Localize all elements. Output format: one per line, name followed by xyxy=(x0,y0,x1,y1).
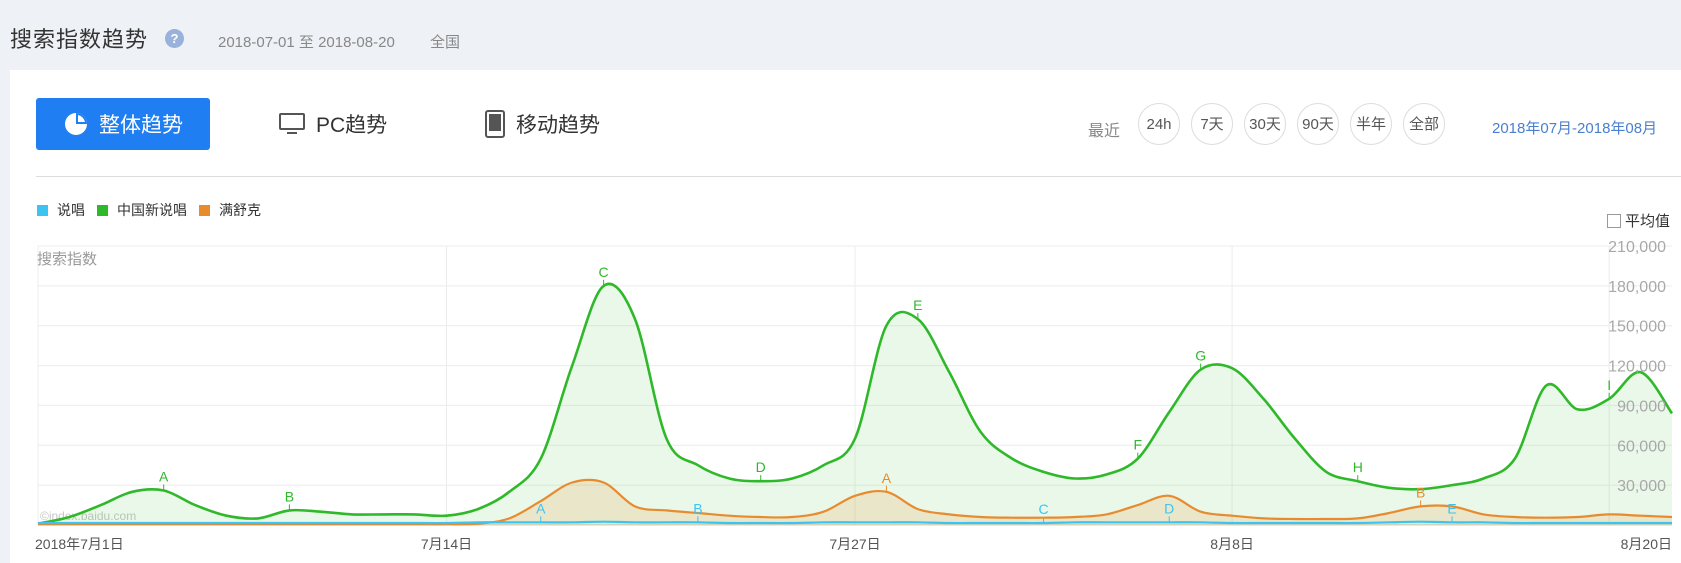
range-all-button[interactable]: 全部 xyxy=(1403,103,1445,145)
annotation-china-rap-G: G xyxy=(1195,348,1206,364)
line-rap xyxy=(37,520,1672,525)
y-tick-label-0: 30,000 xyxy=(1617,478,1666,495)
annotation-china-rap-H: H xyxy=(1353,459,1363,475)
y-tick-label-3: 120,000 xyxy=(1608,359,1666,376)
legend-swatch-china-rap xyxy=(97,204,108,216)
annotation-china-rap-B: B xyxy=(285,488,294,504)
area-man-shuke xyxy=(38,479,1672,525)
average-checkbox[interactable] xyxy=(1607,213,1621,228)
legend-label-man-shuke: 满舒克 xyxy=(219,202,261,218)
x-tick-label-4: 8月20日 xyxy=(1621,536,1672,552)
annotation-rap-A: A xyxy=(536,500,546,516)
chart-legend: 说唱 中国新说唱 满舒克 xyxy=(37,200,273,220)
tab-overall-trend[interactable]: 整体趋势 xyxy=(36,98,210,150)
pie-chart-icon xyxy=(63,111,89,137)
tab-pc-trend[interactable]: PC趋势 xyxy=(278,98,387,150)
legend-item-rap[interactable]: 说唱 xyxy=(37,200,85,220)
y-tick-label-1: 60,000 xyxy=(1617,438,1666,455)
month-range-link[interactable]: 2018年07月-2018年08月 xyxy=(1492,120,1658,137)
line-china-rap xyxy=(37,282,1674,525)
tablet-icon xyxy=(484,110,506,138)
header-divider xyxy=(36,176,1681,177)
annotation-rap-E: E xyxy=(1447,500,1456,516)
average-toggle[interactable]: 平均值 xyxy=(1607,210,1670,231)
page-title: 搜索指数趋势 xyxy=(10,27,149,52)
annotation-rap-B: B xyxy=(693,500,702,516)
legend-item-china-rap[interactable]: 中国新说唱 xyxy=(97,200,187,220)
x-tick-label-2: 7月27日 xyxy=(829,536,880,552)
annotation-china-rap-A: A xyxy=(159,468,169,484)
y-tick-label-4: 150,000 xyxy=(1608,319,1666,336)
annotation-rap-D: D xyxy=(1164,500,1174,516)
x-tick-label-1: 7月14日 xyxy=(421,536,472,552)
annotation-rap-C: C xyxy=(1038,501,1048,517)
annotation-man-shuke-A: A xyxy=(882,470,892,486)
region-text: 全国 xyxy=(430,34,461,51)
legend-label-china-rap: 中国新说唱 xyxy=(117,202,187,218)
recent-label: 最近 xyxy=(1088,123,1121,140)
tab-overall-label: 整体趋势 xyxy=(99,114,183,137)
date-range-text: 2018-07-01 至 2018-08-20 xyxy=(218,34,395,51)
annotation-china-rap-C: C xyxy=(599,264,609,280)
annotation-man-shuke-B: B xyxy=(1416,484,1425,500)
annotation-china-rap-D: D xyxy=(756,459,766,475)
x-tick-label-0: 2018年7月1日 xyxy=(35,536,124,552)
y-tick-label-2: 90,000 xyxy=(1617,398,1666,415)
tab-pc-label: PC趋势 xyxy=(316,114,388,137)
line-man-shuke xyxy=(38,478,1673,526)
annotation-china-rap-F: F xyxy=(1134,437,1143,453)
annotation-china-rap-E: E xyxy=(913,297,922,313)
area-china-rap xyxy=(38,283,1672,525)
legend-label-rap: 说唱 xyxy=(57,202,85,218)
x-tick-label-3: 8月8日 xyxy=(1210,536,1254,552)
tab-mobile-label: 移动趋势 xyxy=(516,114,600,137)
top-header: 搜索指数趋势 ? 2018-07-01 至 2018-08-20 全国 xyxy=(0,0,1681,70)
average-label: 平均值 xyxy=(1625,213,1671,230)
range-half-year-button[interactable]: 半年 xyxy=(1350,103,1392,145)
range-90d-button[interactable]: 90天 xyxy=(1297,103,1339,145)
range-24h-button[interactable]: 24h xyxy=(1138,103,1180,145)
y-tick-label-6: 210,000 xyxy=(1608,239,1666,256)
trend-card: 整体趋势 PC趋势 移动趋势 最近 24h 7天 30天 90天 半年 全部 2… xyxy=(10,70,1681,563)
range-7d-button[interactable]: 7天 xyxy=(1191,103,1233,145)
tab-mobile-trend[interactable]: 移动趋势 xyxy=(484,98,600,150)
y-axis-label: 搜索指数 xyxy=(37,251,97,268)
range-30d-button[interactable]: 30天 xyxy=(1244,103,1286,145)
monitor-icon xyxy=(278,111,306,137)
legend-swatch-rap xyxy=(37,204,48,216)
annotation-china-rap-I: I xyxy=(1607,377,1611,393)
y-tick-label-5: 180,000 xyxy=(1608,279,1666,296)
legend-swatch-man-shuke xyxy=(199,204,210,216)
help-icon[interactable]: ? xyxy=(165,29,184,48)
legend-item-man-shuke[interactable]: 满舒克 xyxy=(199,200,261,220)
